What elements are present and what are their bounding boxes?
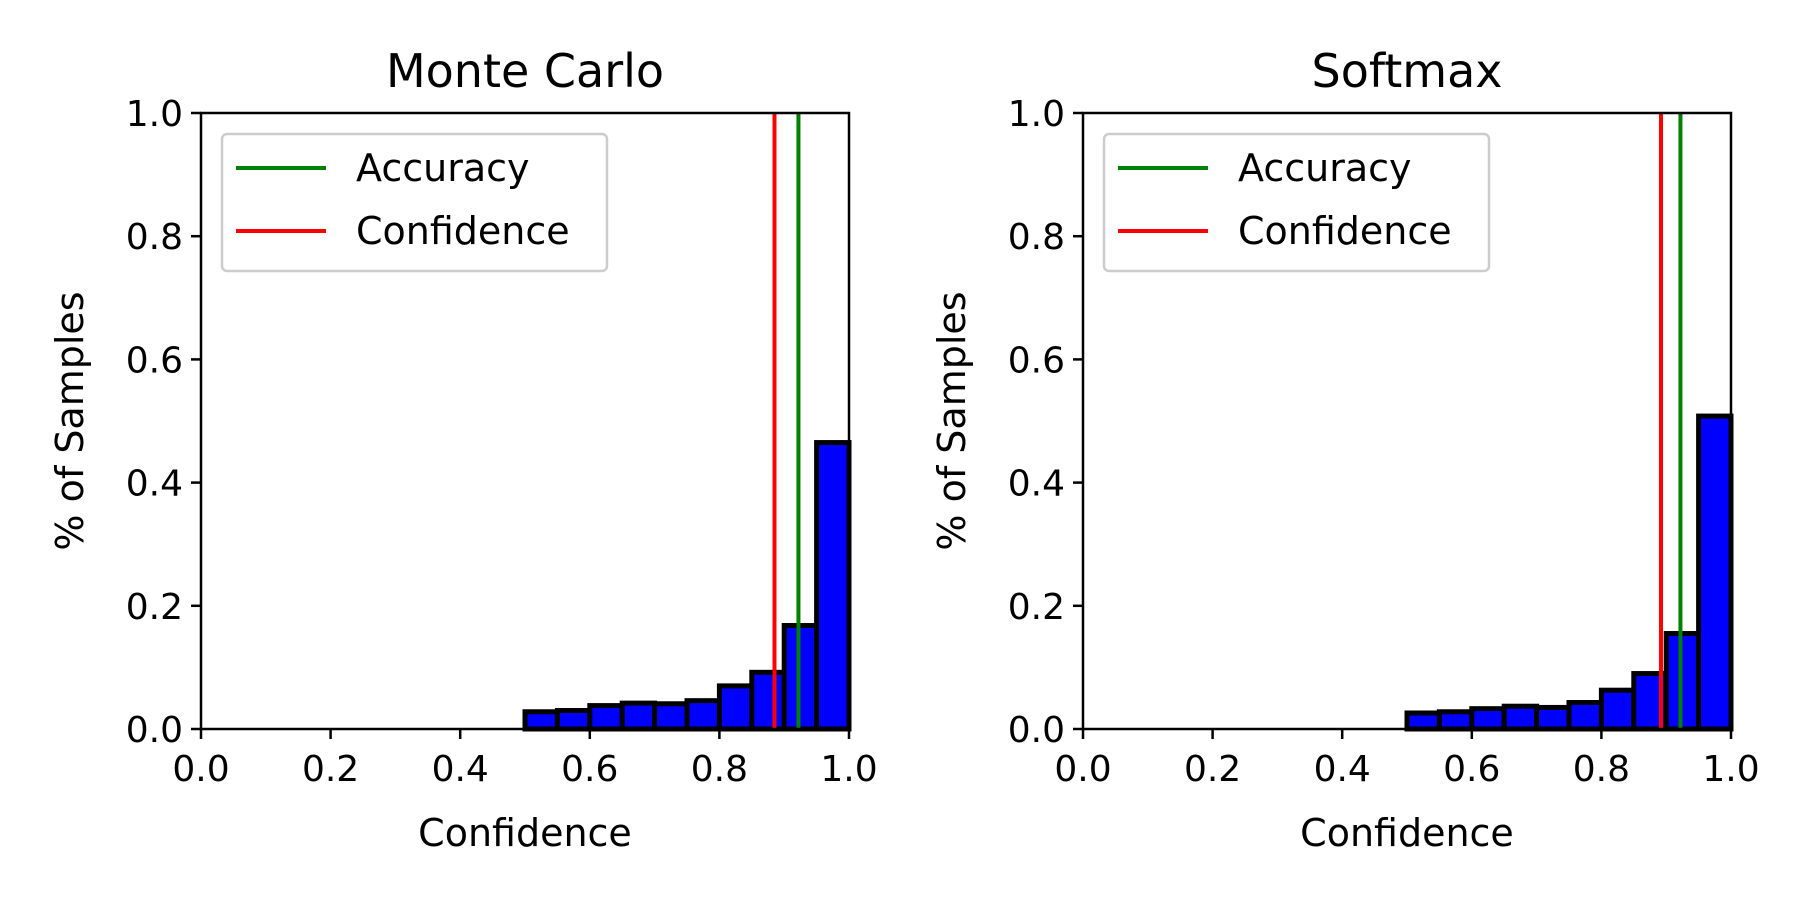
x-tick-label: 0.0	[172, 749, 229, 790]
x-tick-label: 0.6	[561, 749, 618, 790]
y-axis-label: % of Samples	[930, 291, 974, 550]
histogram-bar	[684, 698, 722, 732]
histogram-bar	[652, 701, 690, 732]
x-axis-label: Confidence	[418, 811, 632, 855]
x-tick-label: 1.0	[820, 749, 877, 790]
x-tick-label: 1.0	[1702, 749, 1759, 790]
histogram-bar	[554, 708, 593, 732]
y-axis-label: % of Samples	[48, 291, 92, 550]
chart-panel-softmax: 0.0 0.2 0.4 0.6 0.8 1.0 0.0 0.2 0.4 0.6 0.8 1.0 So…	[930, 44, 1760, 855]
x-tick-label: 0.2	[1184, 749, 1241, 790]
chart-title: Softmax	[1312, 44, 1503, 98]
histogram-bar	[814, 440, 852, 732]
y-tick-label: 0.6	[126, 340, 183, 381]
x-axis-ticks: 0.0 0.2 0.4 0.6 0.8 1.0	[1054, 729, 1760, 790]
legend-label-accuracy: Accuracy	[1238, 146, 1412, 190]
histogram-bar	[1436, 709, 1475, 732]
chart-panel-monte-carlo: 0.0 0.2 0.4 0.6 0.8 1.0 0.0 0.2 0.4 0.6 0.8 1.0 Mo…	[48, 44, 878, 855]
chart-title: Monte Carlo	[386, 44, 664, 98]
histogram-bar	[1501, 703, 1540, 732]
y-tick-label: 0.0	[126, 710, 183, 751]
x-tick-label: 0.4	[432, 749, 489, 790]
y-tick-label: 0.6	[1008, 340, 1065, 381]
histogram-bar	[522, 709, 560, 732]
axes-frame	[1081, 111, 1733, 731]
y-tick-label: 0.4	[126, 464, 183, 505]
histogram-bar	[1566, 700, 1604, 732]
y-tick-label: 0.8	[126, 217, 183, 258]
reference-lines	[1659, 113, 1683, 729]
x-axis-ticks: 0.0 0.2 0.4 0.6 0.8 1.0	[172, 729, 878, 790]
legend: Accuracy Confidence	[1102, 132, 1491, 273]
x-tick-label: 0.8	[691, 749, 748, 790]
x-tick-label: 0.6	[1443, 749, 1500, 790]
legend: Accuracy Confidence	[220, 132, 609, 273]
histogram-bar	[1598, 687, 1637, 732]
y-axis-ticks: 0.0 0.2 0.4 0.6 0.8 1.0	[126, 94, 201, 751]
histogram-bar	[1696, 413, 1734, 732]
legend-label-confidence: Confidence	[356, 209, 570, 253]
reference-lines	[772, 113, 801, 729]
y-tick-label: 1.0	[126, 94, 183, 135]
y-tick-label: 1.0	[1008, 94, 1065, 135]
y-tick-label: 0.2	[1008, 587, 1065, 628]
legend-label-accuracy: Accuracy	[356, 146, 530, 190]
histogram-bar	[1534, 704, 1572, 732]
histogram-bar	[749, 669, 787, 732]
legend-label-confidence: Confidence	[1238, 209, 1452, 253]
histogram-bar	[1469, 706, 1507, 732]
histogram-bar	[1404, 710, 1442, 732]
histogram-bar	[619, 700, 658, 732]
y-tick-label: 0.4	[1008, 464, 1065, 505]
y-tick-label: 0.0	[1008, 710, 1065, 751]
axes-frame	[199, 111, 851, 731]
x-tick-label: 0.0	[1054, 749, 1111, 790]
y-axis-ticks: 0.0 0.2 0.4 0.6 0.8 1.0	[1008, 94, 1083, 751]
histogram-bar	[716, 683, 755, 732]
bars	[522, 440, 852, 732]
x-axis-label: Confidence	[1300, 811, 1514, 855]
histogram-bar	[587, 703, 625, 732]
x-tick-label: 0.2	[302, 749, 359, 790]
y-tick-label: 0.2	[126, 587, 183, 628]
y-tick-label: 0.8	[1008, 217, 1065, 258]
x-tick-label: 0.8	[1573, 749, 1630, 790]
x-tick-label: 0.4	[1314, 749, 1371, 790]
